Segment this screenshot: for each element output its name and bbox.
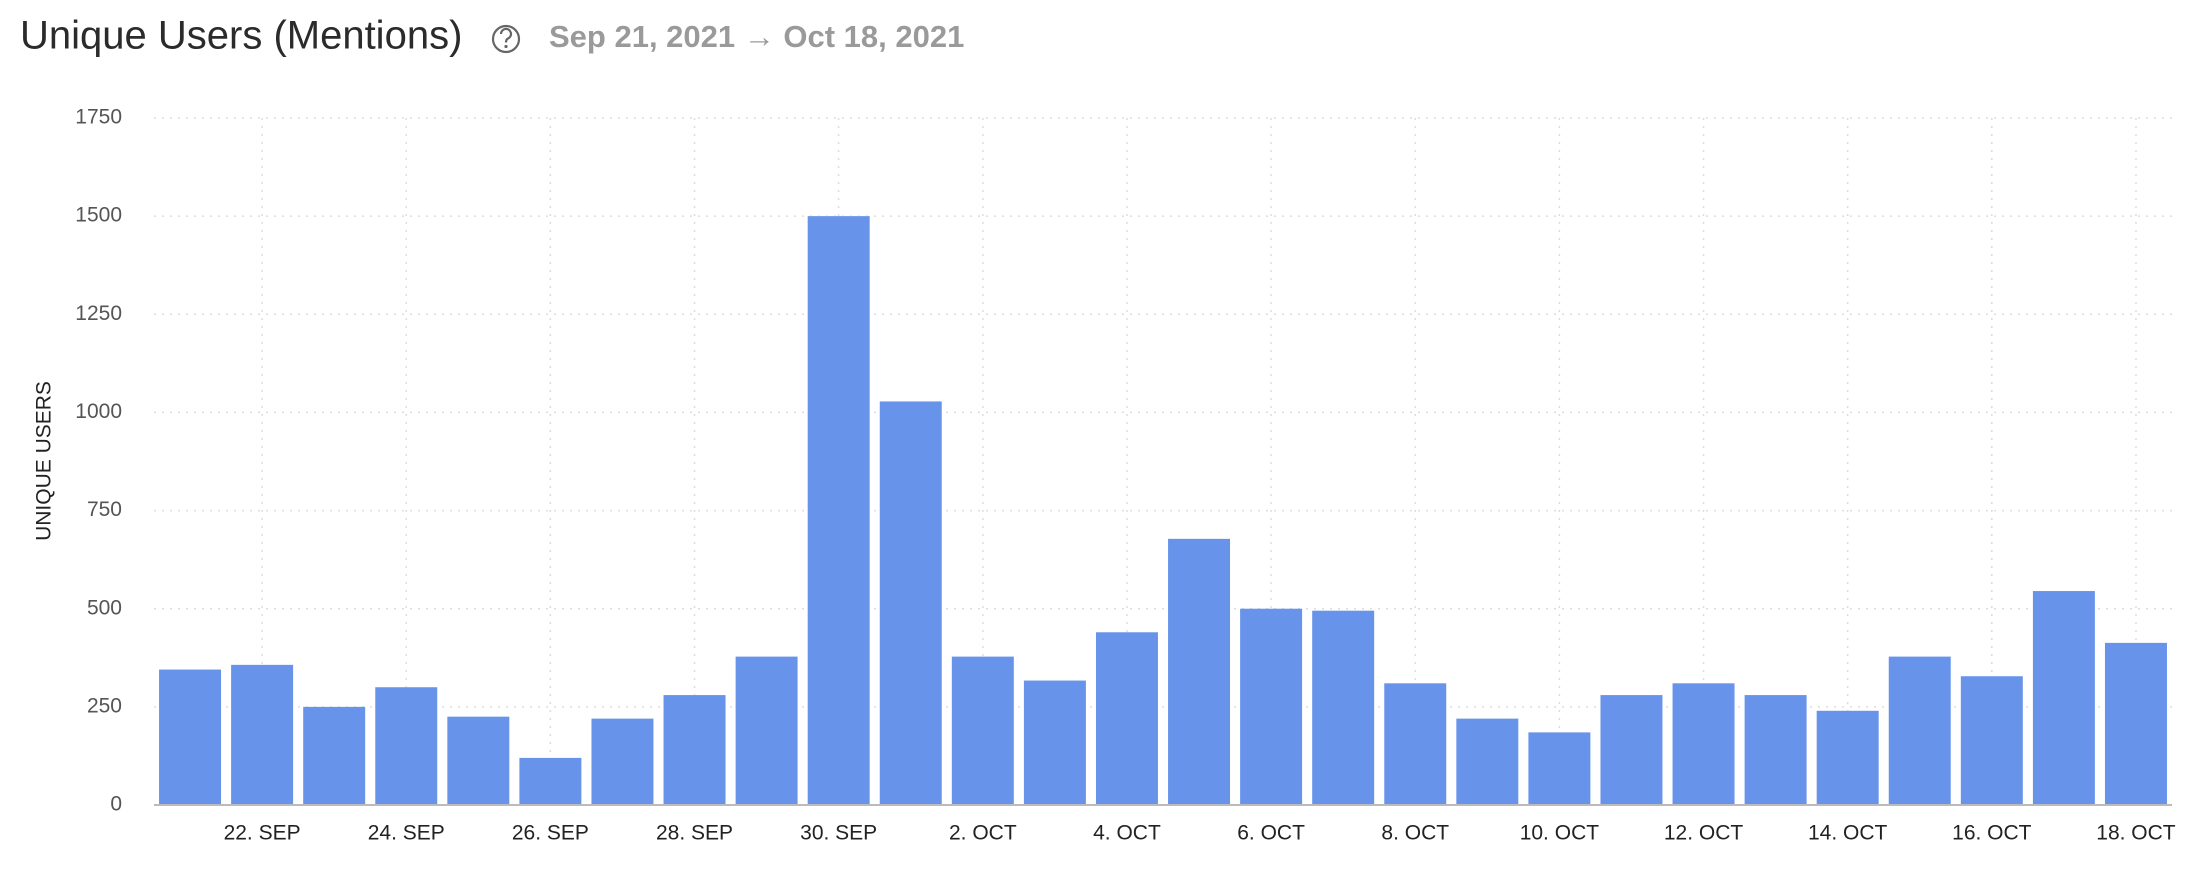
x-tick-label: 2. OCT	[949, 822, 1017, 845]
bar	[1528, 732, 1591, 805]
bar	[375, 687, 438, 805]
bar	[1600, 695, 1663, 805]
x-tick-label: 12. OCT	[1664, 822, 1744, 845]
x-tick-label: 24. SEP	[368, 822, 445, 845]
y-tick-label: 1000	[75, 400, 122, 423]
y-tick-label: 500	[87, 596, 122, 619]
bar	[663, 695, 726, 805]
bar	[735, 656, 798, 805]
bar	[2104, 642, 2167, 805]
x-tick-label: 18. OCT	[2096, 822, 2176, 845]
bar	[1168, 538, 1231, 805]
bar	[519, 757, 582, 805]
y-tick-label: 1500	[75, 204, 122, 227]
x-tick-label: 22. SEP	[224, 822, 301, 845]
bar	[1240, 608, 1303, 805]
bar	[1960, 676, 2023, 805]
x-tick-label: 16. OCT	[1952, 822, 2032, 845]
y-axis-label: UNIQUE USERS	[33, 381, 56, 541]
x-tick-label: 10. OCT	[1520, 822, 1600, 845]
bar	[807, 216, 870, 806]
bar	[1888, 656, 1951, 805]
help-icon[interactable]	[491, 24, 521, 54]
x-tick-label: 30. SEP	[800, 822, 877, 845]
bar	[1744, 695, 1807, 805]
bar	[1816, 710, 1879, 805]
y-tick-label: 1250	[75, 302, 122, 325]
date-range: Sep 21, 2021 → Oct 18, 2021	[549, 19, 964, 54]
x-tick-label: 14. OCT	[1808, 822, 1888, 845]
bar	[1384, 683, 1447, 805]
bar	[1312, 610, 1375, 805]
bar	[231, 664, 294, 805]
bar	[1095, 632, 1158, 805]
bar	[1023, 680, 1086, 805]
bar	[159, 669, 222, 805]
y-tick-label: 1750	[75, 106, 122, 129]
x-tick-label: 6. OCT	[1237, 822, 1305, 845]
bar	[591, 718, 654, 805]
bar	[951, 656, 1014, 805]
bar	[447, 716, 510, 805]
bar	[1456, 718, 1519, 805]
bar	[879, 401, 942, 805]
y-tick-label: 0	[110, 793, 122, 816]
bar	[303, 706, 366, 805]
y-tick-label: 750	[87, 498, 122, 521]
bar	[1672, 683, 1735, 805]
x-tick-label: 26. SEP	[512, 822, 589, 845]
x-tick-label: 8. OCT	[1381, 822, 1449, 845]
bar	[2032, 591, 2095, 805]
x-tick-label: 28. SEP	[656, 822, 733, 845]
x-tick-label: 4. OCT	[1093, 822, 1161, 845]
chart-title: Unique Users (Mentions)	[20, 14, 462, 58]
y-tick-label: 250	[87, 694, 122, 717]
